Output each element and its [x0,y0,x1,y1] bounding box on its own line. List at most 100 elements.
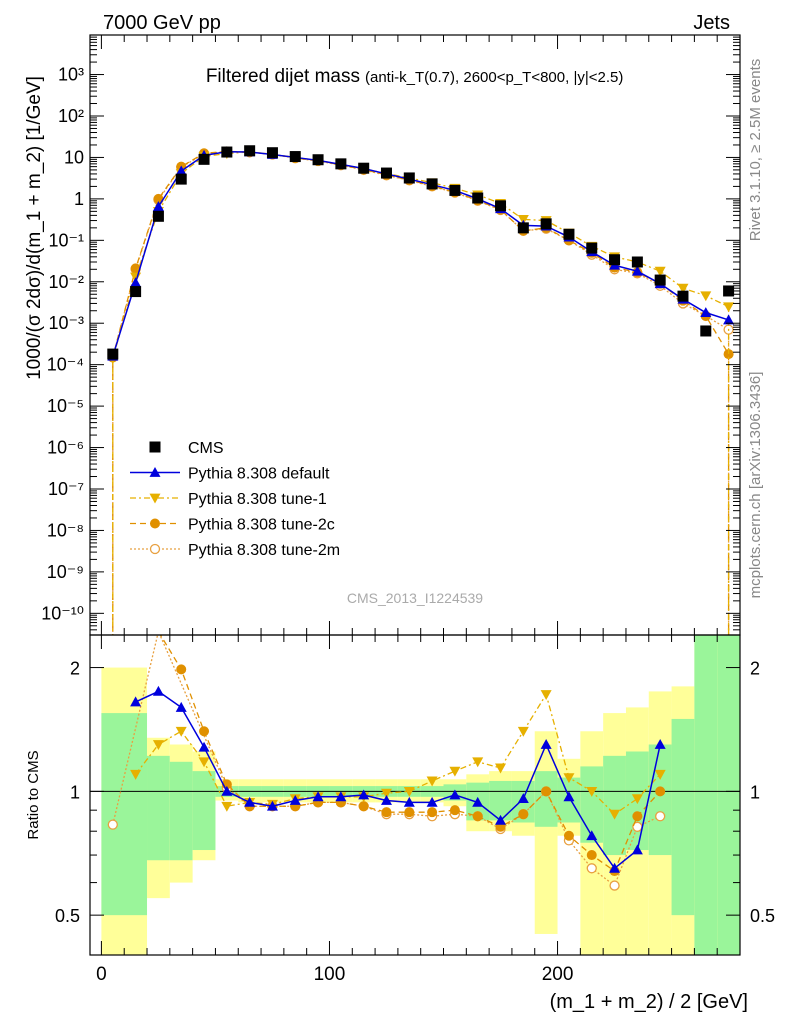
data-point [312,154,324,166]
ratio-point [403,786,415,797]
legend-marker [149,493,161,504]
ratio-point [654,738,666,749]
data-point [266,147,278,159]
series-cms [107,145,735,360]
series-line [112,150,730,635]
data-point [130,263,141,274]
data-point [631,265,643,276]
ratio-point [426,796,438,807]
ratio-point [472,757,484,768]
legend-label: Pythia 8.308 tune-2m [188,542,340,559]
ratio-series [90,635,740,891]
data-point [472,192,484,204]
ratio-point [563,791,575,802]
legend-label: Pythia 8.308 tune-1 [188,491,327,508]
legend-marker [149,467,161,477]
ratio-point [175,701,187,712]
data-point [723,285,735,297]
ratio-point [107,819,118,830]
ratio-point [198,757,210,768]
ratio-y-tick-label-right: 1 [750,782,760,802]
data-point [723,349,734,360]
data-point [380,167,392,179]
ratio-point [609,862,621,873]
ratio-bands [101,635,740,955]
site-label: mcplots.cern.ch [arXiv:1306.3436] [747,372,764,599]
data-point [107,348,119,360]
ratio-point [221,785,233,796]
series-line [112,151,729,357]
y-tick-label: 10³ [58,65,84,85]
ratio-point [518,809,529,820]
ratio-y-tick-label: 0.5 [55,906,80,926]
ratio-point [449,789,461,800]
y-tick-label: 1 [74,189,84,209]
header-left: 7000 GeV pp [103,12,221,34]
ratio-point [152,685,164,696]
ratio-point [472,811,483,822]
y-tick-label: 10⁻⁹ [47,562,84,582]
ratio-y-label: Ratio to CMS [25,750,42,839]
ratio-point [586,850,597,861]
ratio-point [380,795,392,805]
ratio-point [517,793,529,804]
uncertainty-band-inner [534,771,558,827]
ratio-point [495,763,507,774]
ratio-y-tick-label: 1 [70,782,80,802]
ratio-line [135,692,661,816]
ratio-point [609,880,620,891]
legend-item-pythia-8-308-default: Pythia 8.308 default [130,466,330,483]
series-pythia-8-308-tune-2m [107,146,734,635]
uncertainty-band-inner [580,766,604,843]
main-subtitle: (anti-k_T(0.7), 2600<p_T<800, |y|<2.5) [365,69,623,86]
data-point [495,200,507,212]
data-point [700,325,712,337]
x-tick-label: 100 [314,964,346,985]
ratio-point [449,805,460,816]
data-point [289,151,301,163]
ratio-point [289,795,301,805]
ratio-point [427,807,438,818]
legend-marker [150,518,160,529]
legend-label: Pythia 8.308 tune-2c [188,517,335,534]
main-series [107,145,735,635]
y-tick-label: 10⁻¹ [48,230,84,250]
ratio-point [540,738,552,749]
x-tick-label: 200 [542,964,574,985]
data-point [700,291,712,302]
ratio-y-tick-label-right: 0.5 [750,906,775,926]
uncertainty-band-inner [101,713,148,916]
ratio-point [358,789,370,800]
ratio-point [541,786,552,797]
ratio-series-pythia-8-308-default [130,685,666,873]
ratio-point [631,844,643,855]
data-point [244,145,256,157]
ratio-point [609,809,621,820]
y-tick-label: 10⁻³ [48,313,84,333]
data-point [426,178,438,190]
y-tick-label: 10² [58,106,84,126]
plot-frame: 10⁻¹⁰ 10⁻⁹ 10⁻⁸ 10⁻⁷ 10⁻⁶ 10⁻⁵ 10⁻⁴ 10⁻³ 10⁻² 10⁻… [41,34,775,985]
y-tick-label: 10⁻⁷ [48,479,84,499]
ratio-point [517,726,529,737]
ratio-point [152,740,164,750]
ratio-point [472,796,484,807]
data-point [335,158,347,170]
ratio-point [631,794,643,805]
ratio-point [176,664,187,675]
data-point [540,218,552,230]
data-point [723,302,735,313]
data-point [563,228,575,240]
legend: CMS Pythia 8.308 default Pythia 8.308 tune… [130,440,340,559]
ratio-point [426,776,438,787]
data-point [517,222,529,234]
ratio-point [540,690,552,700]
y-tick-label: 10 [64,147,84,167]
uncertainty-band-inner [192,771,216,851]
ratio-y-tick-label: 2 [70,659,80,679]
uncertainty-band-inner [694,635,718,955]
uncertainty-band-inner [489,780,512,821]
legend-item-pythia-8-308-tune-2c: Pythia 8.308 tune-2c [130,517,335,534]
data-point [358,162,370,174]
